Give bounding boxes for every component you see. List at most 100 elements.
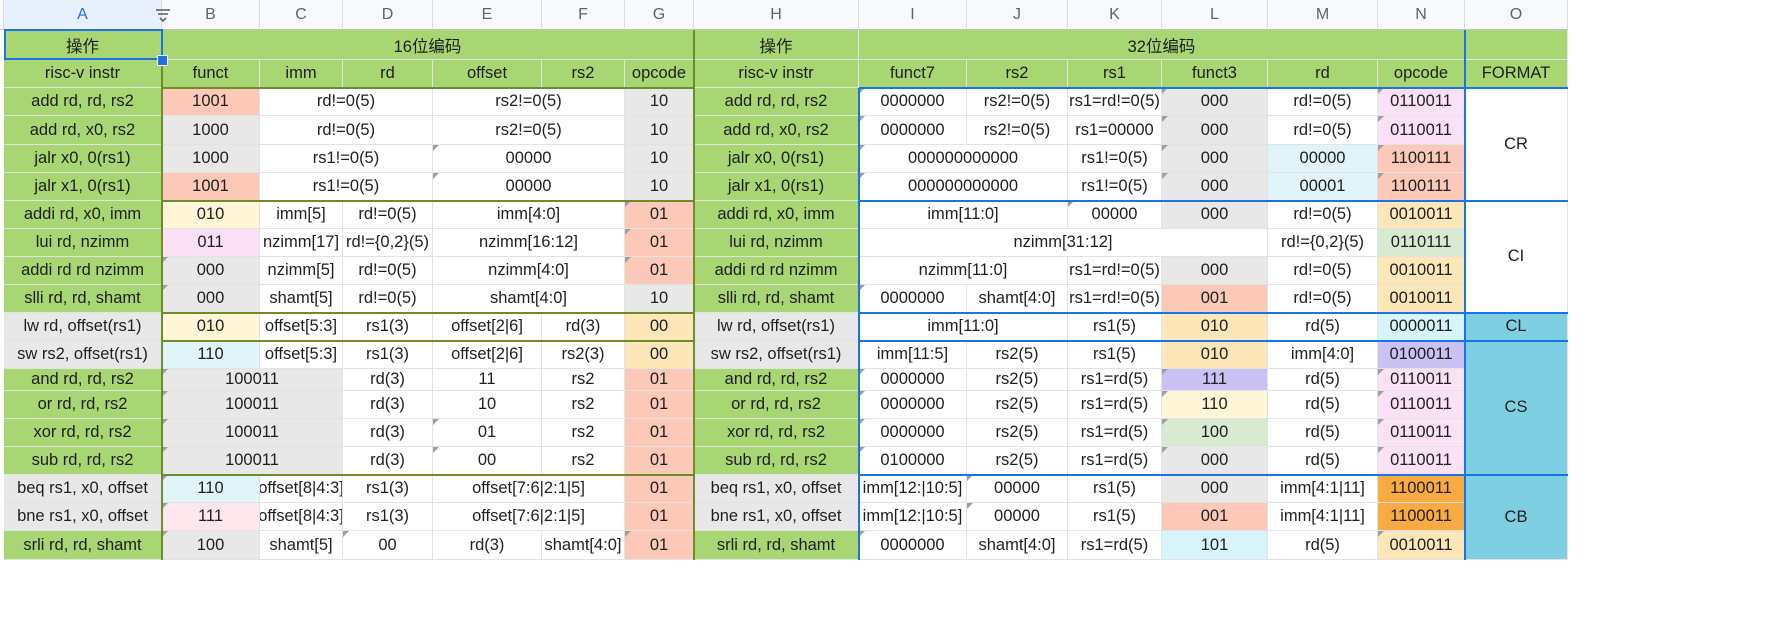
cell-r11-d[interactable]: rs1(3) xyxy=(343,313,433,341)
cell-r16-g[interactable]: 01 xyxy=(625,447,694,475)
cell-r3-o[interactable]: CR xyxy=(1465,88,1568,201)
cell-r14-i[interactable]: 0000000 xyxy=(859,391,967,419)
cell-r16-l[interactable]: 000 xyxy=(1162,447,1268,475)
cell-r13-j[interactable]: rs2(5) xyxy=(967,369,1068,391)
cell-r3-m[interactable]: rd!=0(5) xyxy=(1268,88,1378,116)
cell-r17-l[interactable]: 000 xyxy=(1162,475,1268,503)
cell-r19-j[interactable]: shamt[4:0] xyxy=(967,531,1068,560)
column-header-h[interactable]: H xyxy=(694,0,859,30)
cell-r10-m[interactable]: rd!=0(5) xyxy=(1268,285,1378,313)
cell-r18-k[interactable]: rs1(5) xyxy=(1068,503,1162,531)
cell-r17-j[interactable]: 00000 xyxy=(967,475,1068,503)
cell-r13-a[interactable]: and rd, rd, rs2 xyxy=(4,369,162,391)
cell-r7-m[interactable]: rd!=0(5) xyxy=(1268,201,1378,229)
cell-r7-a[interactable]: addi rd, x0, imm xyxy=(4,201,162,229)
cell-r7-n[interactable]: 0010011 xyxy=(1378,201,1465,229)
column-header-c[interactable]: C xyxy=(260,0,343,30)
cell-r5-m[interactable]: 00000 xyxy=(1268,145,1378,173)
cell-r11-i[interactable]: imm[11:0] xyxy=(859,313,1068,341)
cell-r1-i[interactable]: 32位编码 xyxy=(859,30,1465,60)
cell-r18-b[interactable]: 111 xyxy=(162,503,260,531)
cell-r10-k[interactable]: rs1=rd!=0(5) xyxy=(1068,285,1162,313)
cell-r18-j[interactable]: 00000 xyxy=(967,503,1068,531)
cell-r19-l[interactable]: 101 xyxy=(1162,531,1268,560)
cell-r5-h[interactable]: jalr x0, 0(rs1) xyxy=(694,145,859,173)
cell-r12-k[interactable]: rs1(5) xyxy=(1068,341,1162,369)
cell-r10-a[interactable]: slli rd, rd, shamt xyxy=(4,285,162,313)
cell-r10-j[interactable]: shamt[4:0] xyxy=(967,285,1068,313)
cell-r3-b[interactable]: 1001 xyxy=(162,88,260,116)
column-header-m[interactable]: M xyxy=(1268,0,1378,30)
cell-r12-d[interactable]: rs1(3) xyxy=(343,341,433,369)
cell-r12-l[interactable]: 010 xyxy=(1162,341,1268,369)
column-header-a[interactable]: A xyxy=(4,0,162,30)
cell-r9-a[interactable]: addi rd rd nzimm xyxy=(4,257,162,285)
cell-r4-g[interactable]: 10 xyxy=(625,116,694,145)
cell-r8-n[interactable]: 0110111 xyxy=(1378,229,1465,257)
cell-r6-m[interactable]: 00001 xyxy=(1268,173,1378,201)
cell-r2-j[interactable]: rs2 xyxy=(967,60,1068,88)
cell-r12-c[interactable]: offset[5:3] xyxy=(260,341,343,369)
cell-r18-l[interactable]: 001 xyxy=(1162,503,1268,531)
cell-r16-m[interactable]: rd(5) xyxy=(1268,447,1378,475)
cell-r2-i[interactable]: funct7 xyxy=(859,60,967,88)
cell-r13-l[interactable]: 111 xyxy=(1162,369,1268,391)
cell-r13-g[interactable]: 01 xyxy=(625,369,694,391)
column-header-o[interactable]: O xyxy=(1465,0,1568,30)
cell-r18-a[interactable]: bne rs1, x0, offset xyxy=(4,503,162,531)
cell-r16-k[interactable]: rs1=rd(5) xyxy=(1068,447,1162,475)
cell-r11-m[interactable]: rd(5) xyxy=(1268,313,1378,341)
cell-r17-o[interactable]: CB xyxy=(1465,475,1568,560)
cell-r5-b[interactable]: 1000 xyxy=(162,145,260,173)
cell-r8-c[interactable]: nzimm[17] xyxy=(260,229,343,257)
cell-r2-c[interactable]: imm xyxy=(260,60,343,88)
cell-r5-a[interactable]: jalr x0, 0(rs1) xyxy=(4,145,162,173)
column-header-e[interactable]: E xyxy=(433,0,542,30)
cell-r15-h[interactable]: xor rd, rd, rs2 xyxy=(694,419,859,447)
cell-r19-b[interactable]: 100 xyxy=(162,531,260,560)
cell-r6-n[interactable]: 1100111 xyxy=(1378,173,1465,201)
cell-r15-e[interactable]: 01 xyxy=(433,419,542,447)
column-header-g[interactable]: G xyxy=(625,0,694,30)
cell-r19-m[interactable]: rd(5) xyxy=(1268,531,1378,560)
cell-r9-g[interactable]: 01 xyxy=(625,257,694,285)
cell-r12-f[interactable]: rs2(3) xyxy=(542,341,625,369)
cell-r4-h[interactable]: add rd, x0, rs2 xyxy=(694,116,859,145)
cell-r4-e[interactable]: rs2!=0(5) xyxy=(433,116,625,145)
cell-r19-e[interactable]: rd(3) xyxy=(433,531,542,560)
column-header-i[interactable]: I xyxy=(859,0,967,30)
cell-r10-h[interactable]: slli rd, rd, shamt xyxy=(694,285,859,313)
cell-r2-e[interactable]: offset xyxy=(433,60,542,88)
cell-r14-l[interactable]: 110 xyxy=(1162,391,1268,419)
cell-r13-d[interactable]: rd(3) xyxy=(343,369,433,391)
cell-r16-a[interactable]: sub rd, rd, rs2 xyxy=(4,447,162,475)
cell-r15-j[interactable]: rs2(5) xyxy=(967,419,1068,447)
cell-r17-a[interactable]: beq rs1, x0, offset xyxy=(4,475,162,503)
cell-r3-k[interactable]: rs1=rd!=0(5) xyxy=(1068,88,1162,116)
cell-r3-e[interactable]: rs2!=0(5) xyxy=(433,88,625,116)
cell-r7-g[interactable]: 01 xyxy=(625,201,694,229)
cell-r5-n[interactable]: 1100111 xyxy=(1378,145,1465,173)
cell-r11-b[interactable]: 010 xyxy=(162,313,260,341)
cell-r4-m[interactable]: rd!=0(5) xyxy=(1268,116,1378,145)
cell-r6-h[interactable]: jalr x1, 0(rs1) xyxy=(694,173,859,201)
cell-r3-l[interactable]: 000 xyxy=(1162,88,1268,116)
cell-r17-b[interactable]: 110 xyxy=(162,475,260,503)
cell-r14-k[interactable]: rs1=rd(5) xyxy=(1068,391,1162,419)
cell-r6-c[interactable]: rs1!=0(5) xyxy=(260,173,433,201)
cell-r6-a[interactable]: jalr x1, 0(rs1) xyxy=(4,173,162,201)
cell-r3-n[interactable]: 0110011 xyxy=(1378,88,1465,116)
cell-r8-i[interactable]: nzimm[31:12] xyxy=(859,229,1268,257)
cell-r15-i[interactable]: 0000000 xyxy=(859,419,967,447)
cell-r10-g[interactable]: 10 xyxy=(625,285,694,313)
cell-r11-n[interactable]: 0000011 xyxy=(1378,313,1465,341)
cell-r1-a[interactable]: 操作 xyxy=(4,30,162,60)
cell-r8-h[interactable]: lui rd, nzimm xyxy=(694,229,859,257)
cell-r18-e[interactable]: offset[7:6|2:1|5] xyxy=(433,503,625,531)
cell-r5-g[interactable]: 10 xyxy=(625,145,694,173)
cell-r12-b[interactable]: 110 xyxy=(162,341,260,369)
cell-r18-h[interactable]: bne rs1, x0, offset xyxy=(694,503,859,531)
cell-r13-i[interactable]: 0000000 xyxy=(859,369,967,391)
column-header-l[interactable]: L xyxy=(1162,0,1268,30)
cell-r2-m[interactable]: rd xyxy=(1268,60,1378,88)
